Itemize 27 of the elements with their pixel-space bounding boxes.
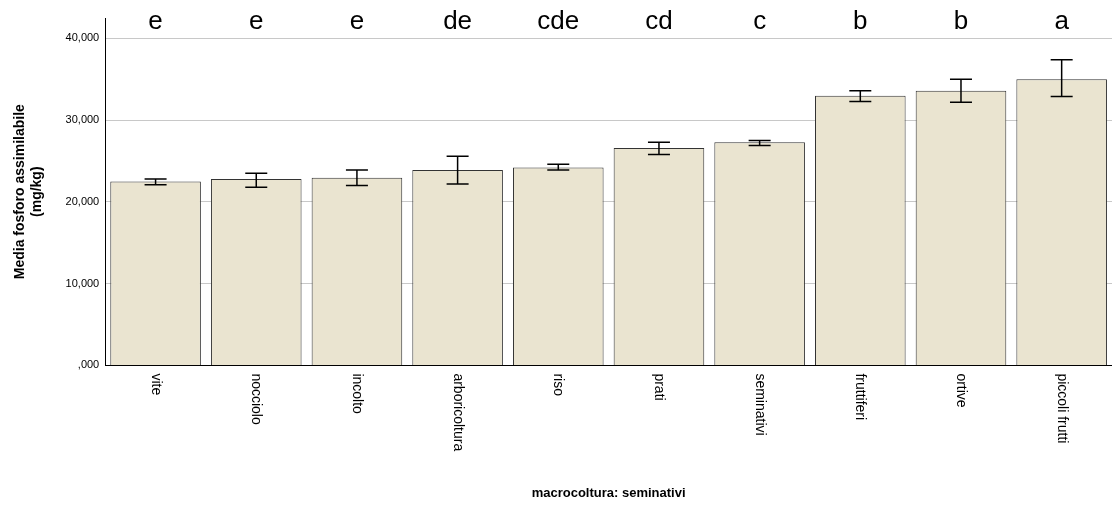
- annotation: cde: [537, 5, 580, 36]
- x-tick-label: ortive: [954, 373, 971, 408]
- y-tick-label: 10,000: [65, 276, 100, 289]
- x-tick-label: incolto: [350, 373, 367, 415]
- y-tick-label: ,000: [77, 358, 100, 371]
- y-tick-label: 40,000: [65, 31, 100, 44]
- x-tick-label: prati: [652, 373, 669, 401]
- y-tick-label: 20,000: [65, 194, 100, 207]
- x-axis-title: macrocoltura: seminativi: [531, 484, 686, 500]
- annotation: c: [753, 5, 767, 36]
- x-tick-label: vite: [148, 373, 165, 396]
- y-axis-title: Media fosforo assimilabile (mg/kg): [11, 103, 45, 280]
- x-tick-label: seminativi: [752, 373, 769, 436]
- annotation: e: [349, 5, 365, 36]
- x-tick-label: riso: [551, 373, 568, 397]
- annotation: a: [1054, 5, 1070, 36]
- annotation: e: [249, 5, 264, 36]
- annotation: b: [953, 5, 969, 36]
- x-tick-label: nocciolo: [249, 373, 266, 425]
- annotation: de: [443, 5, 473, 36]
- annotation: e: [148, 5, 163, 36]
- annotation: cd: [645, 5, 673, 36]
- x-tick-label: fruttiferi: [853, 373, 870, 421]
- y-tick-label: 30,000: [65, 113, 100, 126]
- x-tick-label: piccoli frutti: [1054, 373, 1071, 444]
- annotation: b: [853, 5, 868, 36]
- x-tick-label: arboricoltura: [450, 373, 467, 452]
